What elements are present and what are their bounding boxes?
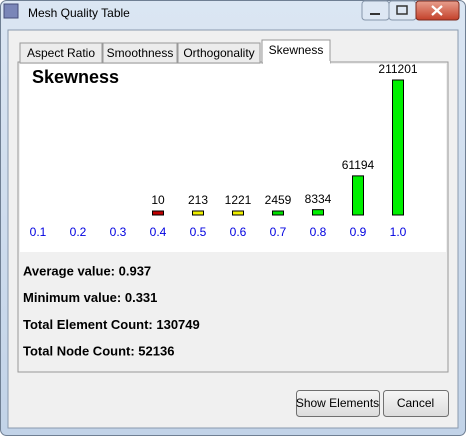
x-tick-label: 0.5 bbox=[190, 225, 207, 239]
bar bbox=[192, 210, 204, 216]
bar bbox=[232, 210, 244, 216]
x-tick-label: 1.0 bbox=[390, 225, 407, 239]
value-label: 211201 bbox=[378, 62, 417, 76]
x-tick-label: 0.6 bbox=[230, 225, 247, 239]
x-tick-label: 0.4 bbox=[150, 225, 167, 239]
x-tick-label: 0.1 bbox=[30, 225, 47, 239]
x-tick-label: 0.3 bbox=[110, 225, 127, 239]
stat-line: Total Element Count: 130749 bbox=[23, 317, 200, 332]
tab[interactable] bbox=[102, 42, 178, 64]
x-tick-label: 0.8 bbox=[310, 225, 327, 239]
tab-label: Aspect Ratio bbox=[27, 46, 95, 60]
maximize-button[interactable] bbox=[388, 0, 417, 21]
x-tick-label: 0.7 bbox=[270, 225, 287, 239]
window-title: Mesh Quality Table bbox=[28, 6, 130, 20]
tab[interactable] bbox=[177, 42, 261, 64]
button[interactable] bbox=[296, 390, 380, 417]
app-icon bbox=[3, 3, 19, 19]
tab[interactable] bbox=[19, 42, 103, 64]
bar bbox=[392, 79, 404, 216]
bar bbox=[352, 175, 364, 216]
button[interactable] bbox=[383, 390, 449, 417]
value-label: 1221 bbox=[225, 193, 252, 207]
tab-label: Skewness bbox=[269, 43, 324, 57]
value-label: 8334 bbox=[305, 192, 332, 206]
value-label: 61194 bbox=[342, 158, 375, 172]
bar bbox=[152, 210, 164, 216]
x-tick-label: 0.9 bbox=[350, 225, 367, 239]
bar bbox=[312, 209, 324, 216]
minimize-button[interactable] bbox=[361, 0, 390, 21]
value-label: 10 bbox=[151, 193, 165, 207]
x-tick-label: 0.2 bbox=[70, 225, 87, 239]
tab-label: Smoothness bbox=[107, 46, 174, 60]
button-label: Cancel bbox=[397, 396, 434, 410]
button-label: Show Elements bbox=[296, 396, 379, 410]
tab-label: Orthogonality bbox=[183, 46, 254, 60]
value-label: 2459 bbox=[265, 193, 292, 207]
chart-area bbox=[20, 64, 446, 252]
stat-line: Minimum value: 0.331 bbox=[23, 290, 157, 305]
chart-title: Skewness bbox=[32, 67, 119, 87]
bar bbox=[272, 210, 284, 216]
stat-line: Total Node Count: 52136 bbox=[23, 344, 174, 359]
value-label: 213 bbox=[188, 193, 208, 207]
tab-joint bbox=[263, 61, 330, 65]
stat-line: Average value: 0.937 bbox=[23, 263, 151, 278]
